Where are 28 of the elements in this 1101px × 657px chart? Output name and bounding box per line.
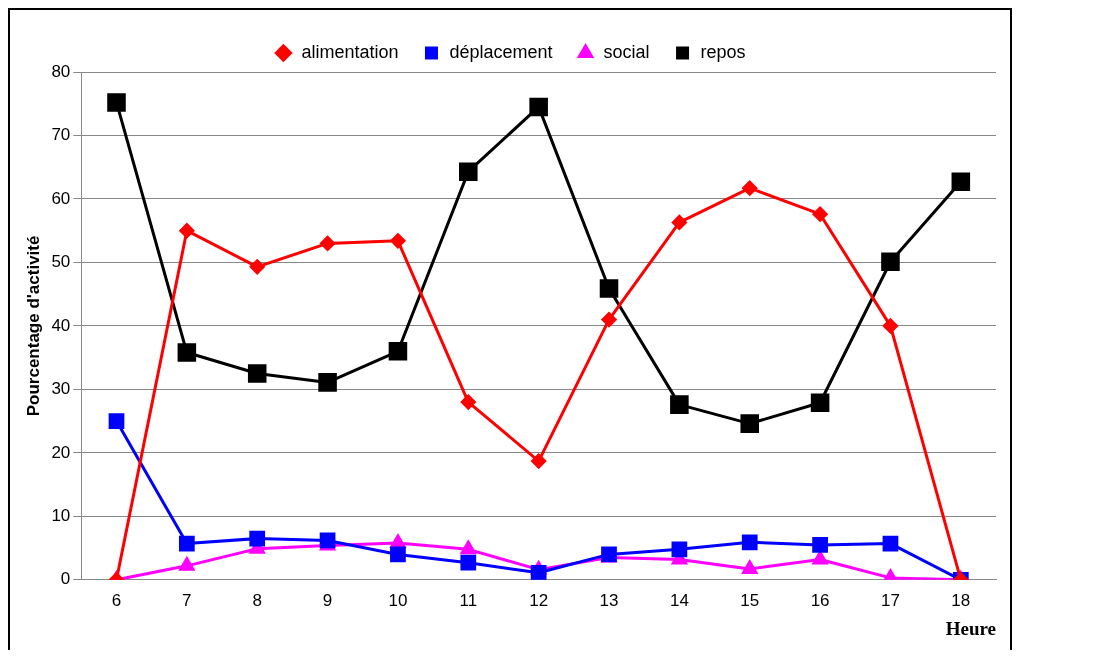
x-tick-label: 16 [810, 590, 830, 610]
x-tick-label: 11 [459, 590, 478, 610]
y-tick-label: 80 [51, 61, 71, 81]
x-tick-label: 12 [529, 590, 549, 610]
y-tick-label: 30 [51, 379, 71, 399]
x-tick-label: 14 [669, 590, 689, 610]
legend-label: social [603, 41, 650, 62]
legend-label: déplacement [449, 41, 553, 62]
x-tick-label: 8 [252, 590, 262, 610]
x-tick-label: 10 [388, 590, 408, 610]
x-tick-label: 6 [111, 590, 122, 610]
y-tick-label: 20 [51, 442, 71, 462]
x-tick-label: 7 [182, 590, 192, 610]
x-tick-label: 18 [951, 590, 971, 610]
y-tick-label: 50 [51, 252, 71, 272]
x-axis-title: Heure [945, 617, 996, 639]
legend-label: repos [700, 41, 746, 62]
y-tick-label: 40 [51, 315, 71, 335]
y-tick-label: 70 [51, 125, 71, 145]
y-tick-label: 0 [60, 569, 71, 589]
y-axis-title: Pourcentage d'activité [23, 235, 43, 417]
x-tick-label: 17 [881, 590, 900, 610]
x-tick-label: 13 [599, 590, 619, 610]
legend-label: alimentation [301, 41, 399, 62]
x-tick-label: 9 [322, 590, 333, 610]
x-tick-label: 15 [740, 590, 760, 610]
y-tick-label: 10 [51, 506, 71, 526]
y-tick-label: 60 [51, 188, 71, 208]
